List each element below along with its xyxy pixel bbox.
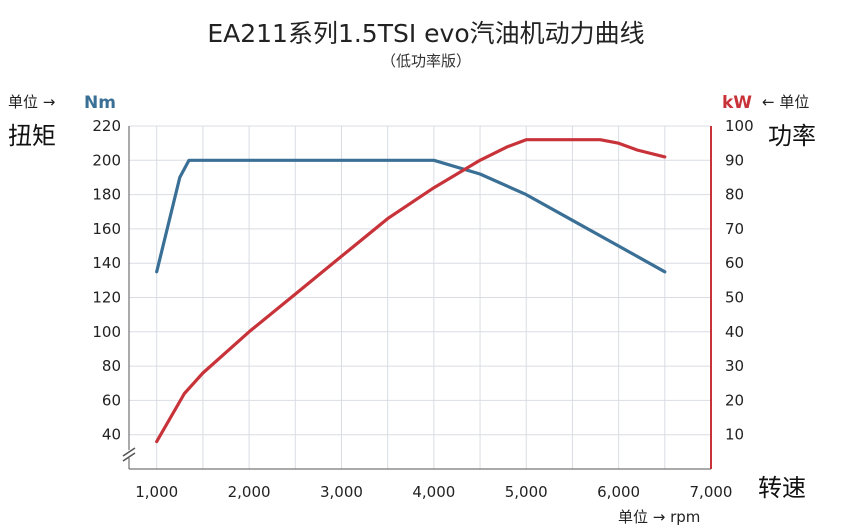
tick-label-layer: 40 60 80 100 120 140 160 180 200 220 10 20 30 40 50 60 7… xyxy=(92,117,753,501)
left-tick-label-4: 120 xyxy=(92,289,121,307)
left-tick-label-6: 160 xyxy=(92,220,121,238)
axis-break-mark-1 xyxy=(122,447,136,457)
axis-layer xyxy=(122,126,712,470)
left-unit-nm: Nm xyxy=(84,93,116,113)
x-tick-label-1: 2,000 xyxy=(228,483,271,501)
right-tick-label-3: 40 xyxy=(725,323,744,341)
right-tick-label-1: 20 xyxy=(725,391,744,409)
torque-axis-name: 扭矩 xyxy=(8,122,56,150)
axis-break-mark-2 xyxy=(122,452,136,462)
left-tick-label-7: 180 xyxy=(92,186,121,204)
left-tick-label-8: 200 xyxy=(92,151,121,169)
speed-axis-name: 转速 xyxy=(758,474,806,502)
right-unit-suffix: ← 单位 xyxy=(762,93,809,111)
right-tick-label-0: 10 xyxy=(725,426,744,444)
x-tick-label-6: 7,000 xyxy=(690,483,733,501)
right-tick-label-9: 100 xyxy=(725,117,754,135)
right-tick-label-6: 70 xyxy=(725,220,744,238)
left-tick-label-9: 220 xyxy=(92,117,121,135)
left-tick-label-5: 140 xyxy=(92,254,121,272)
left-tick-label-3: 100 xyxy=(92,323,121,341)
chart-title: EA211系列1.5TSI evo汽油机动力曲线 xyxy=(207,19,644,48)
left-tick-label-2: 80 xyxy=(102,357,121,375)
right-tick-label-2: 30 xyxy=(725,357,744,375)
left-unit-prefix: 单位 → xyxy=(8,93,55,111)
axis-break-gap xyxy=(123,450,135,458)
chart-subtitle: （低功率版） xyxy=(381,52,471,70)
x-tick-label-0: 1,000 xyxy=(135,483,178,501)
right-unit-kw: kW xyxy=(722,93,752,113)
speed-unit-label: 单位 → rpm xyxy=(618,508,700,526)
torque-curve-line xyxy=(155,158,667,274)
x-tick-label-3: 4,000 xyxy=(412,483,455,501)
left-tick-label-0: 40 xyxy=(102,426,121,444)
right-tick-label-5: 60 xyxy=(725,254,744,272)
right-tick-label-4: 50 xyxy=(725,289,744,307)
right-tick-label-8: 90 xyxy=(725,151,744,169)
power-curve-line xyxy=(155,138,667,444)
grid-layer xyxy=(129,125,711,469)
right-tick-label-7: 80 xyxy=(725,186,744,204)
left-tick-label-1: 60 xyxy=(102,391,121,409)
x-tick-label-5: 6,000 xyxy=(597,483,640,501)
x-tick-label-2: 3,000 xyxy=(320,483,363,501)
series-layer xyxy=(155,138,667,444)
x-tick-label-4: 5,000 xyxy=(505,483,548,501)
power-axis-name: 功率 xyxy=(768,122,816,150)
